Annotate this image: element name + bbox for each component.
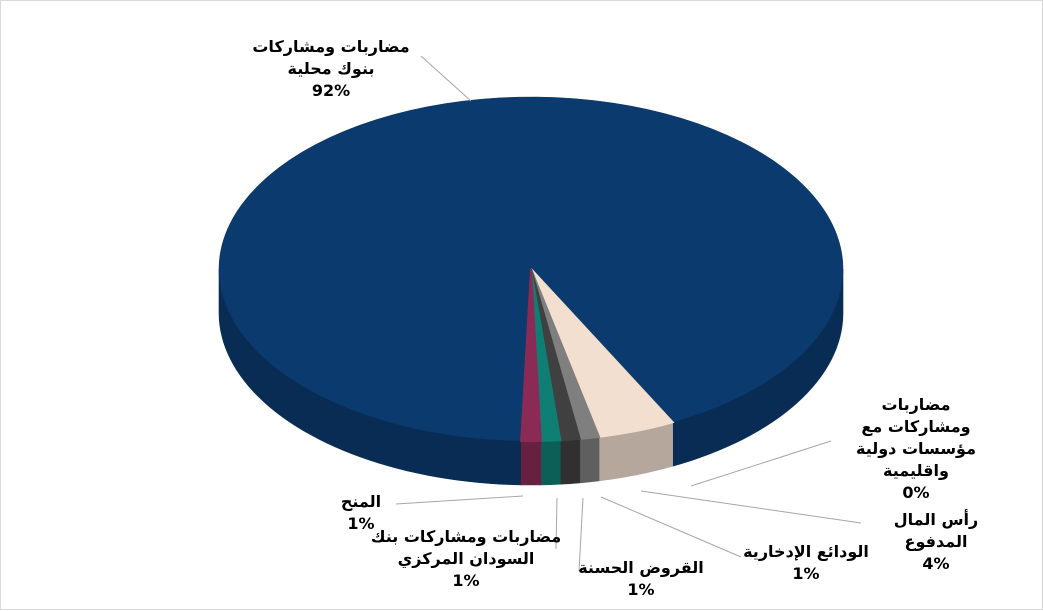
value-label: 4% <box>922 554 950 573</box>
leader-line <box>395 495 524 505</box>
category-label: مضاربات ومشاركات بنوك محلية <box>252 37 410 78</box>
leader-line <box>555 497 558 550</box>
leader-line <box>420 55 472 102</box>
slice-label: المنح 1% <box>341 491 381 535</box>
slice-label: مضاربات ومشاركات بنك السودان المركزي 1% <box>371 526 561 592</box>
value-label: 0% <box>902 483 930 502</box>
leader-line <box>690 440 832 487</box>
leader-line <box>578 497 584 572</box>
category-label: المنح <box>340 492 382 511</box>
slice-label: الودائع الإدخارية 1% <box>743 541 869 585</box>
category-label: الودائع الإدخارية <box>743 542 869 561</box>
slice-label: رأس المال المدفوع 4% <box>883 509 989 575</box>
value-label: 1% <box>347 514 375 533</box>
slice-label: مضاربات ومشاركات مع مؤسسات دولية واقليمي… <box>853 394 979 504</box>
category-label: مضاربات ومشاركات بنك السودان المركزي <box>370 527 562 568</box>
slice-side <box>540 439 561 486</box>
value-label: 1% <box>627 580 655 599</box>
value-label: 92% <box>311 81 351 100</box>
slice <box>520 268 542 442</box>
slice-label: مضاربات ومشاركات بنوك محلية 92% <box>252 36 409 102</box>
slice-side <box>560 438 581 485</box>
category-label: القروض الحسنة <box>578 558 704 577</box>
value-label: 1% <box>452 571 480 590</box>
category-label: مضاربات ومشاركات مع مؤسسات دولية واقليمي… <box>855 395 976 480</box>
slice-label: القروض الحسنة 1% <box>578 557 704 601</box>
slice-side <box>520 440 542 486</box>
leader-line <box>640 490 862 524</box>
value-label: 1% <box>792 564 820 583</box>
leader-line <box>600 496 742 558</box>
category-label: رأس المال المدفوع <box>893 510 979 551</box>
slice-side <box>579 436 600 484</box>
